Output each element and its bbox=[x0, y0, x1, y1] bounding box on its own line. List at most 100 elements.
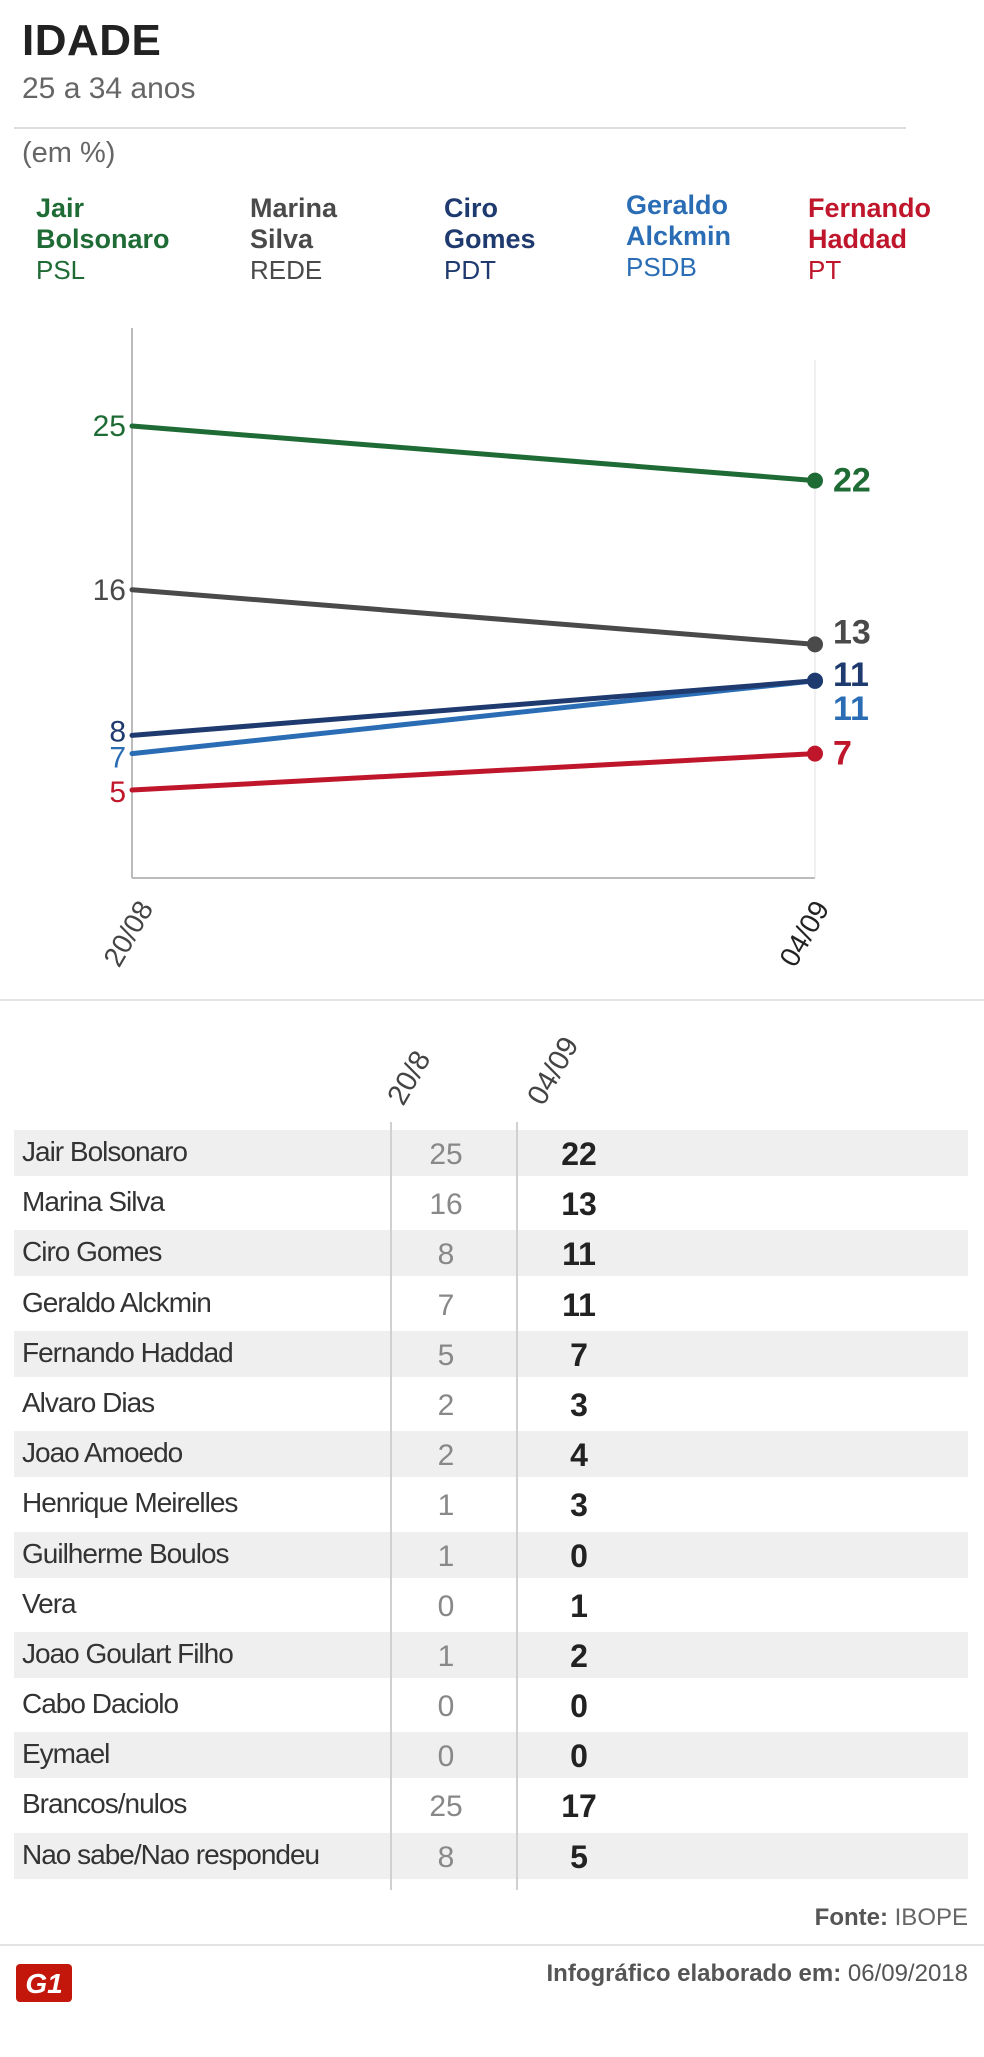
table-header-20-8: 20/8 bbox=[381, 1045, 438, 1111]
value-04-09: 0 bbox=[570, 1738, 588, 1775]
value-20-8: 16 bbox=[429, 1188, 463, 1222]
data-point bbox=[807, 672, 823, 689]
candidate-name: Guilherme Boulos bbox=[22, 1537, 230, 1569]
data-point bbox=[807, 636, 823, 653]
column-divider bbox=[390, 1122, 392, 1890]
legend-party: PT bbox=[808, 255, 842, 285]
table-row: Brancos/nulos 25 17 bbox=[14, 1780, 968, 1830]
row-background bbox=[14, 1230, 968, 1277]
unit-label: (em %) bbox=[22, 137, 116, 169]
legend-name: Marina bbox=[250, 193, 338, 223]
start-value-label: 16 bbox=[93, 574, 126, 607]
row-background bbox=[14, 1732, 968, 1779]
table-row: Fernando Haddad 5 7 bbox=[14, 1329, 968, 1379]
candidate-name: Fernando Haddad bbox=[22, 1336, 234, 1368]
row-background bbox=[14, 1130, 968, 1176]
table-row: Guilherme Boulos 1 0 bbox=[14, 1530, 968, 1580]
value-04-09: 3 bbox=[570, 1386, 588, 1423]
table-row: Jair Bolsonaro 25 22 bbox=[14, 1128, 968, 1178]
legend-name: Fernando bbox=[808, 193, 932, 223]
legend-name: Geraldo bbox=[626, 190, 729, 220]
page-subtitle: 25 a 34 anos bbox=[22, 72, 196, 105]
candidate-name: Vera bbox=[22, 1587, 77, 1619]
legend-name: Alckmin bbox=[626, 221, 732, 251]
row-background bbox=[14, 1330, 968, 1377]
value-04-09: 11 bbox=[562, 1236, 596, 1273]
legend-party: PDT bbox=[444, 255, 496, 285]
table-row: Marina Silva 16 13 bbox=[14, 1178, 968, 1228]
series-line bbox=[129, 587, 818, 647]
legend-item: Fernando Haddad PT bbox=[808, 193, 931, 286]
x-tick-label: 04/09 bbox=[773, 896, 835, 972]
legend-name: Ciro bbox=[444, 193, 498, 223]
credit-note: Infográfico elaborado em: 06/09/2018 bbox=[547, 1960, 969, 1988]
legend-party: REDE bbox=[250, 255, 323, 285]
value-04-09: 13 bbox=[561, 1186, 597, 1223]
table-row: Eymael 0 0 bbox=[14, 1730, 968, 1780]
table-row: Joao Goulart Filho 1 2 bbox=[14, 1630, 968, 1680]
legend-item: Marina Silva REDE bbox=[250, 193, 337, 286]
value-20-8: 25 bbox=[429, 1138, 463, 1171]
candidate-name: Eymael bbox=[22, 1738, 110, 1770]
end-value-label: 11 bbox=[833, 656, 869, 694]
legend-party: PSDB bbox=[626, 252, 697, 282]
value-04-09: 2 bbox=[570, 1637, 588, 1674]
value-20-8: 2 bbox=[437, 1388, 455, 1422]
value-04-09: 17 bbox=[561, 1788, 597, 1825]
table-row: Alvaro Dias 2 3 bbox=[14, 1379, 968, 1429]
divider bbox=[14, 127, 906, 129]
source-label: Fonte: bbox=[814, 1904, 888, 1931]
table-row: Ciro Gomes 8 11 bbox=[14, 1228, 968, 1278]
x-tick-label: 20/08 bbox=[97, 896, 159, 972]
end-value-label: 11 bbox=[833, 690, 869, 728]
value-04-09: 22 bbox=[561, 1136, 597, 1172]
legend-item: Jair Bolsonaro PSL bbox=[36, 193, 170, 286]
row-background bbox=[14, 1431, 968, 1478]
data-point bbox=[807, 745, 823, 762]
value-04-09: 11 bbox=[562, 1286, 596, 1323]
value-04-09: 5 bbox=[570, 1838, 588, 1875]
legend-name: Jair bbox=[36, 193, 85, 223]
legend-name: Gomes bbox=[444, 224, 536, 254]
data-point bbox=[807, 472, 823, 489]
table-row: Nao sabe/Nao respondeu 8 5 bbox=[14, 1831, 968, 1881]
value-20-8: 0 bbox=[437, 1589, 455, 1623]
candidate-name: Cabo Daciolo bbox=[22, 1688, 179, 1720]
source-value: IBOPE bbox=[894, 1904, 968, 1931]
legend-name: Haddad bbox=[808, 224, 908, 254]
legend-item: Ciro Gomes PDT bbox=[444, 193, 536, 286]
value-04-09: 0 bbox=[570, 1537, 588, 1574]
value-20-8: 0 bbox=[437, 1740, 455, 1774]
legend-party: PSL bbox=[36, 255, 86, 285]
table-header-04-09: 04/09 bbox=[521, 1031, 586, 1111]
series-line bbox=[129, 678, 818, 738]
candidate-name: Alvaro Dias bbox=[22, 1386, 155, 1418]
candidate-name: Jair Bolsonaro bbox=[22, 1136, 188, 1167]
candidate-name: Marina Silva bbox=[22, 1186, 165, 1218]
candidate-name: Joao Goulart Filho bbox=[22, 1637, 234, 1669]
series-line bbox=[129, 678, 818, 757]
svg-text:G1: G1 bbox=[25, 1968, 62, 1999]
value-20-8: 1 bbox=[437, 1489, 455, 1523]
row-background bbox=[14, 1631, 968, 1678]
table-row: Vera 0 1 bbox=[14, 1580, 968, 1630]
candidate-name: Ciro Gomes bbox=[22, 1236, 162, 1268]
source-note: Fonte: IBOPE bbox=[815, 1904, 968, 1932]
table-row: Cabo Daciolo 0 0 bbox=[14, 1680, 968, 1730]
value-20-8: 2 bbox=[437, 1439, 455, 1473]
candidate-name: Joao Amoedo bbox=[22, 1437, 183, 1469]
value-20-8: 1 bbox=[437, 1539, 455, 1573]
start-value-label: 25 bbox=[93, 410, 126, 443]
end-value-label: 22 bbox=[833, 462, 871, 500]
credit-label: Infográfico elaborado em: bbox=[546, 1960, 842, 1987]
column-divider bbox=[516, 1122, 518, 1890]
value-20-8: 8 bbox=[437, 1238, 455, 1272]
divider bbox=[0, 1944, 984, 1946]
series-line bbox=[129, 751, 818, 793]
value-04-09: 3 bbox=[570, 1487, 588, 1524]
candidate-name: Brancos/nulos bbox=[22, 1788, 187, 1820]
start-value-label: 8 bbox=[109, 715, 126, 748]
value-04-09: 1 bbox=[570, 1587, 588, 1624]
row-background bbox=[14, 1832, 968, 1879]
value-20-8: 0 bbox=[437, 1690, 455, 1724]
